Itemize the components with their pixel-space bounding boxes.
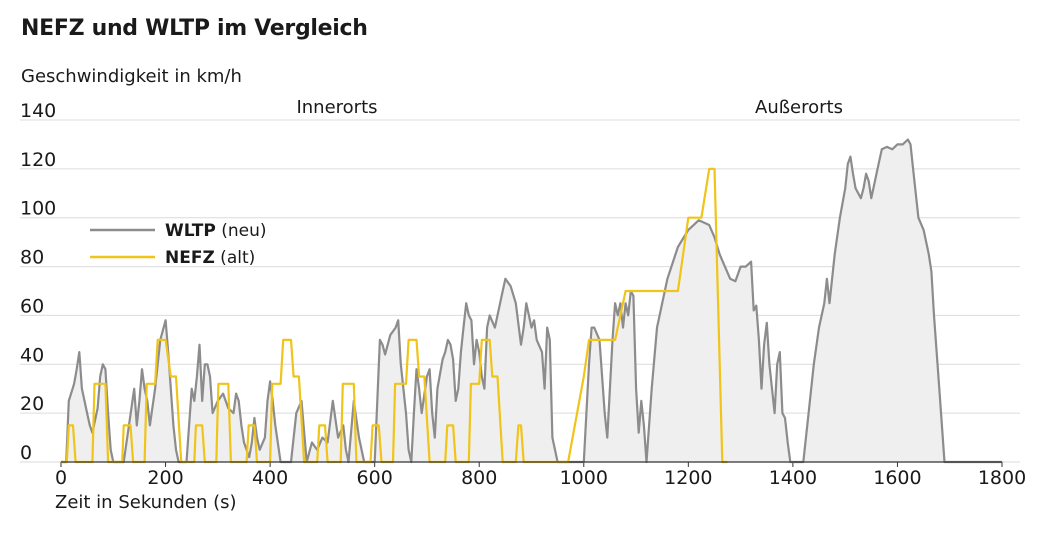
x-tick-label: 400 [252, 467, 288, 489]
y-tick-label: 100 [20, 198, 56, 220]
legend-label-wltp: WLTP (neu) [165, 221, 267, 241]
x-tick-label: 1200 [664, 467, 712, 489]
wltp-line [61, 138, 1002, 464]
y-tick-label: 80 [20, 247, 44, 269]
x-tick-label: 600 [357, 467, 393, 489]
x-axis-label: Zeit in Sekunden (s) [55, 492, 237, 513]
y-tick-label: 0 [20, 442, 32, 464]
legend-label-nefz: NEFZ (alt) [165, 248, 255, 268]
region-label-innerorts: Innerorts [296, 97, 377, 118]
x-tick-label: 1800 [978, 467, 1026, 489]
x-tick-label: 1400 [769, 467, 817, 489]
region-label-außerorts: Außerorts [755, 97, 843, 118]
y-tick-label: 20 [20, 393, 44, 415]
legend: WLTP (neu) NEFZ (alt) [90, 221, 267, 268]
y-axis-label: Geschwindigkeit in km/h [21, 66, 242, 87]
wltp-area [61, 139, 1002, 462]
y-tick-label: 120 [20, 149, 56, 171]
y-tick-label: 40 [20, 344, 44, 366]
x-tick-label: 1600 [873, 467, 921, 489]
y-tick-label: 140 [20, 100, 56, 122]
x-tick-label: 0 [55, 467, 67, 489]
chart-title: NEFZ und WLTP im Vergleich [21, 16, 368, 41]
x-tick-label: 800 [461, 467, 497, 489]
y-tick-label: 60 [20, 295, 44, 317]
x-tick-label: 1000 [560, 467, 608, 489]
x-tick-label: 200 [147, 467, 183, 489]
